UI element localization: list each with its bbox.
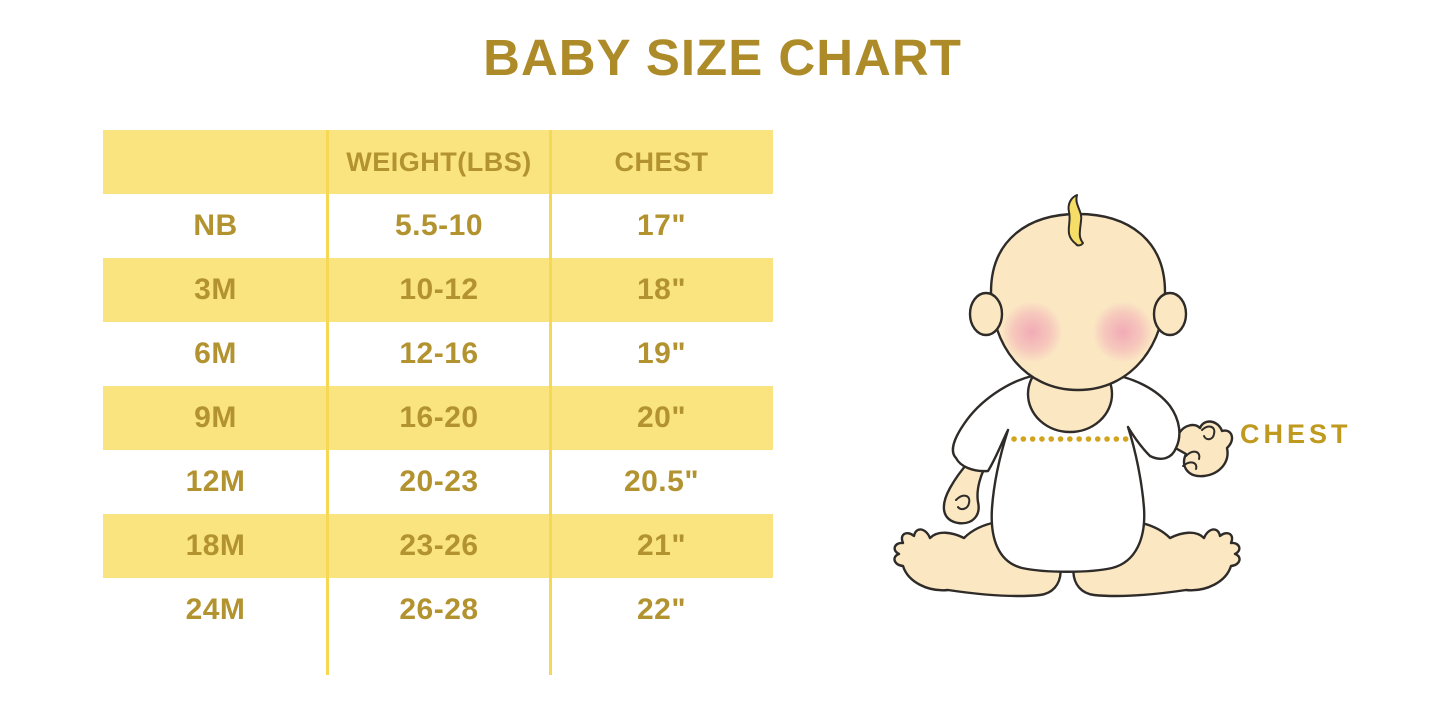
size-cell: 3M xyxy=(194,273,237,306)
size-cell: 9M xyxy=(194,401,237,434)
baby-right-blush xyxy=(1092,301,1154,363)
weight-cell: 23-26 xyxy=(399,529,479,562)
chest-cell: 22" xyxy=(636,593,687,626)
baby-right-fist-fingers xyxy=(1182,450,1201,470)
table-header-row: WEIGHT(LBS) CHEST xyxy=(103,130,773,194)
table-column-divider-1 xyxy=(326,130,329,675)
header-weight-cell: WEIGHT(LBS) xyxy=(346,146,532,177)
header-chest-cell: CHEST xyxy=(614,146,709,177)
table-row: NB 5.5-10 17" xyxy=(103,194,773,258)
baby-size-table: WEIGHT(LBS) CHEST NB 5.5-10 17" 3M 10-12… xyxy=(103,130,773,675)
baby-shirt xyxy=(951,373,1181,573)
chest-cell: 19" xyxy=(636,337,687,370)
weight-cell: 20-23 xyxy=(399,465,479,498)
baby-hair-tuft xyxy=(1067,194,1084,247)
weight-cell: 12-16 xyxy=(399,337,479,370)
header-size-cell xyxy=(103,130,328,194)
weight-cell: 5.5-10 xyxy=(394,209,484,242)
table-row: 9M 16-20 20" xyxy=(103,386,773,450)
weight-cell: 10-12 xyxy=(399,273,479,306)
baby-right-thumb-curl xyxy=(1201,425,1216,441)
page-title: BABY SIZE CHART xyxy=(483,29,962,86)
table-column-divider-2 xyxy=(549,130,552,675)
size-cell: NB xyxy=(193,209,238,242)
table-row: 12M 20-23 20.5" xyxy=(103,450,773,514)
baby-left-blush xyxy=(1001,301,1063,363)
weight-cell: 26-28 xyxy=(399,593,479,626)
table-row: 6M 12-16 19" xyxy=(103,322,773,386)
chest-cell: 20" xyxy=(636,401,687,434)
size-cell: 6M xyxy=(194,337,237,370)
chest-cell: 18" xyxy=(636,273,687,306)
weight-cell: 16-20 xyxy=(399,401,479,434)
baby-right-ear xyxy=(1152,291,1188,337)
size-cell: 24M xyxy=(185,593,246,626)
size-cell: 12M xyxy=(185,465,246,498)
chest-cell: 17" xyxy=(636,209,687,242)
baby-illustration xyxy=(893,194,1241,598)
chest-annotation-label: CHEST xyxy=(1240,419,1352,449)
table-row: 24M 26-28 22" xyxy=(103,578,773,642)
baby-left-fist-fingers xyxy=(955,494,971,511)
baby-left-ear xyxy=(968,291,1004,337)
table-row: 3M 10-12 18" xyxy=(103,258,773,322)
size-table-body: NB 5.5-10 17" 3M 10-12 18" 6M 12-16 19" … xyxy=(103,194,773,642)
size-cell: 18M xyxy=(185,529,246,562)
chest-cell: 20.5" xyxy=(623,465,700,498)
table-row: 18M 23-26 21" xyxy=(103,514,773,578)
chest-cell: 21" xyxy=(636,529,687,562)
